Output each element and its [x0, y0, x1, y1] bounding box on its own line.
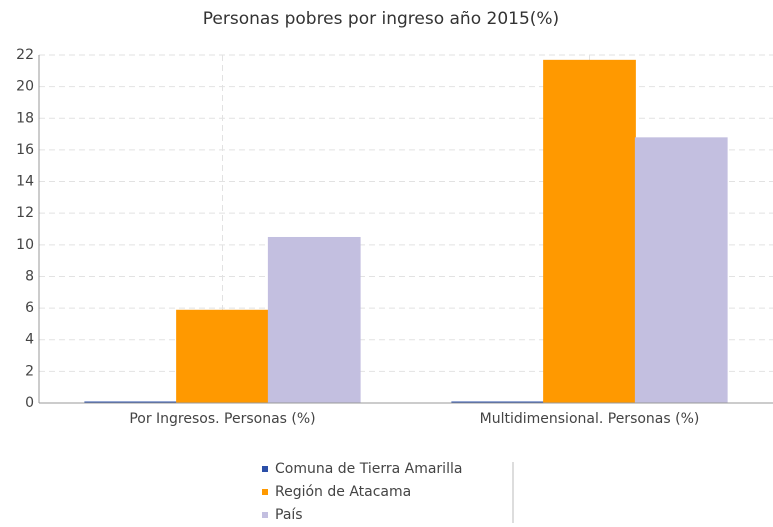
bar	[267, 236, 361, 404]
y-tick-label: 18	[16, 110, 34, 126]
y-tick-label: 22	[16, 47, 34, 63]
y-tick-label: 10	[16, 237, 34, 253]
chart-title: Personas pobres por ingreso año 2015(%)	[203, 9, 559, 29]
y-tick-label: 4	[25, 332, 34, 348]
x-tick-label: Multidimensional. Personas (%)	[480, 411, 700, 427]
y-tick-label: 12	[16, 205, 34, 221]
legend-swatch	[262, 512, 268, 518]
y-tick-label: 6	[25, 300, 34, 316]
bar	[176, 309, 269, 404]
y-tick-label: 16	[16, 142, 34, 158]
y-tick-label: 0	[25, 395, 34, 411]
y-tick-label: 20	[16, 79, 34, 95]
legend-label: Comuna de Tierra Amarilla	[275, 461, 462, 477]
x-tick-label: Por Ingresos. Personas (%)	[129, 411, 315, 427]
legend-label: País	[275, 507, 303, 523]
legend-swatch	[262, 489, 268, 495]
bar	[634, 137, 728, 404]
y-tick-label: 14	[16, 174, 34, 190]
y-tick-label: 8	[25, 268, 34, 284]
bar	[543, 59, 636, 404]
y-tick-label: 2	[25, 363, 34, 379]
legend-label: Región de Atacama	[275, 484, 411, 500]
legend-swatch	[262, 466, 268, 472]
